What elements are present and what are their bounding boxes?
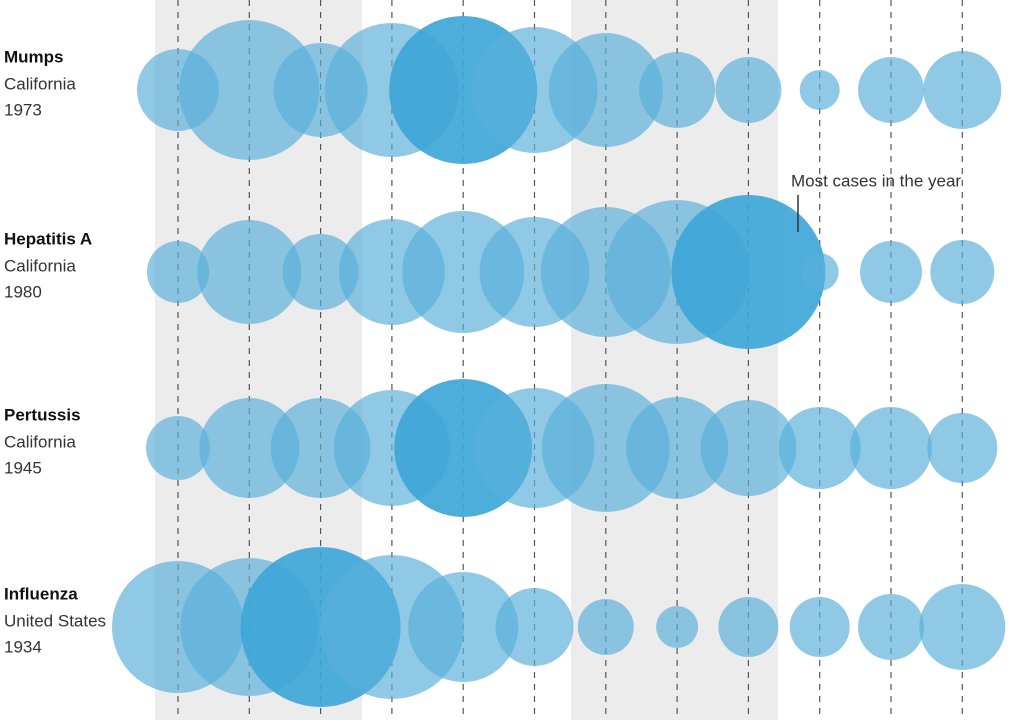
- bubble: [858, 57, 924, 123]
- series-year: 1973: [4, 100, 42, 119]
- bubble: [671, 195, 826, 349]
- bubble: [656, 606, 699, 648]
- series-year: 1945: [4, 458, 42, 477]
- bubble: [282, 234, 359, 310]
- series-name: Influenza: [4, 584, 78, 603]
- bubble: [626, 397, 729, 499]
- series-place: California: [4, 432, 76, 451]
- bubble: [179, 20, 320, 160]
- series-year: 1934: [4, 637, 42, 656]
- bubble: [495, 588, 574, 666]
- bubble: [700, 400, 797, 496]
- bubble: [146, 416, 210, 480]
- bubble: [577, 599, 634, 655]
- bubbles: [112, 16, 1006, 707]
- bubble: [858, 594, 924, 660]
- labels: Mumps California 1973 Hepatitis A California…: [4, 47, 106, 656]
- bubble: [147, 241, 209, 303]
- bubble: [639, 52, 716, 128]
- series-name: Hepatitis A: [4, 229, 92, 248]
- bubble: [919, 584, 1006, 670]
- bubble: [715, 57, 782, 123]
- bubble: [860, 241, 922, 303]
- series-name: Mumps: [4, 47, 64, 66]
- bubble: [800, 253, 839, 291]
- series-place: California: [4, 74, 76, 93]
- bubble: [197, 220, 302, 324]
- bubble: [789, 597, 850, 657]
- bubble: [408, 572, 519, 682]
- bubble: [927, 413, 998, 483]
- series-year: 1980: [4, 282, 42, 301]
- bubble: [850, 407, 932, 489]
- bubble: [799, 70, 840, 110]
- series-place: California: [4, 256, 76, 275]
- bubble: [548, 33, 663, 147]
- bubble: [199, 398, 300, 498]
- annotation: Most cases in the year: [791, 171, 961, 190]
- bubble: [718, 597, 779, 657]
- series-place: United States: [4, 611, 106, 630]
- bubble: [778, 407, 861, 489]
- bubble: [930, 240, 995, 304]
- series-name: Pertussis: [4, 405, 81, 424]
- bubble: [923, 51, 1002, 129]
